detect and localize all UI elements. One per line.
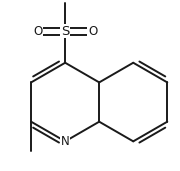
- Text: O: O: [88, 25, 97, 38]
- Text: S: S: [61, 25, 69, 38]
- Text: O: O: [33, 25, 42, 38]
- Text: N: N: [61, 135, 69, 148]
